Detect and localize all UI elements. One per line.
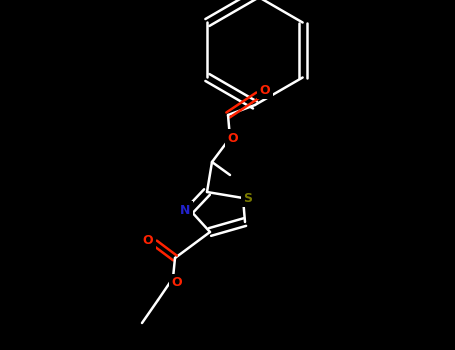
Text: N: N: [180, 203, 190, 217]
Text: O: O: [172, 276, 182, 289]
Text: O: O: [260, 84, 270, 97]
Text: O: O: [228, 132, 238, 145]
Text: O: O: [143, 233, 153, 246]
Text: S: S: [243, 191, 253, 204]
